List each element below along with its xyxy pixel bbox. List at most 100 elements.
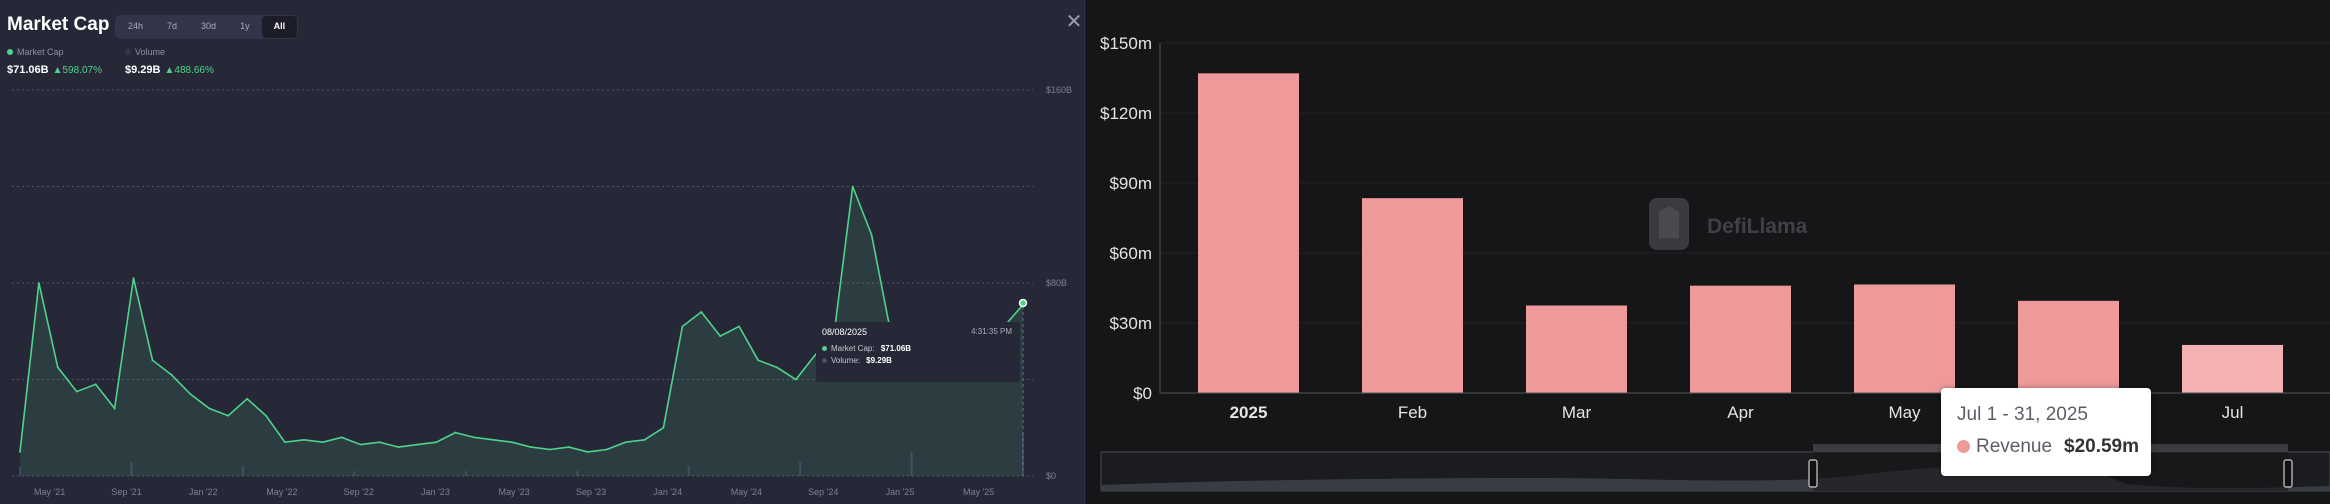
y-tick-label: $150m bbox=[1100, 34, 1152, 53]
market-cap-point bbox=[246, 397, 248, 400]
y-tick-label: $0 bbox=[1046, 471, 1056, 481]
x-tick-label: Mar bbox=[1562, 403, 1592, 422]
market-cap-point bbox=[302, 438, 305, 441]
y-tick-label: $160B bbox=[1046, 85, 1072, 95]
market-cap-dot-icon bbox=[7, 49, 13, 55]
volume-bar bbox=[799, 461, 802, 476]
legend-change: ▲598.07% bbox=[52, 65, 102, 76]
market-cap-area bbox=[20, 186, 1023, 476]
market-cap-point bbox=[170, 373, 173, 376]
market-cap-point bbox=[38, 282, 40, 284]
y-tick-label: $30m bbox=[1109, 314, 1152, 333]
market-cap-point bbox=[113, 407, 116, 410]
volume-bar bbox=[130, 461, 133, 476]
market-cap-point bbox=[700, 311, 703, 313]
volume-bar bbox=[1022, 432, 1024, 476]
range-30d-button[interactable]: 30d bbox=[201, 21, 217, 31]
legend-value: $71.06B bbox=[7, 64, 49, 76]
legend-label: Volume bbox=[135, 47, 166, 57]
range-7d-button[interactable]: 7d bbox=[167, 21, 178, 31]
revenue-tooltip: Jul 1 - 31, 2025 Revenue $20.59m bbox=[1941, 388, 2151, 476]
defillama-watermark: DefiLlama bbox=[1649, 198, 1808, 250]
volume-bar bbox=[19, 466, 21, 476]
tooltip-value: $20.59m bbox=[2064, 436, 2140, 457]
market-cap-point bbox=[643, 438, 646, 441]
llama-head-shape bbox=[1659, 206, 1679, 238]
volume-bar bbox=[687, 466, 690, 476]
revenue-bar[interactable] bbox=[1526, 305, 1627, 394]
market-cap-point bbox=[795, 378, 797, 381]
market-cap-point bbox=[56, 366, 59, 369]
revenue-bar[interactable] bbox=[2182, 344, 2283, 393]
market-cap-point bbox=[511, 441, 513, 444]
market-cap-point bbox=[776, 366, 778, 369]
market-cap-tooltip: 08/08/2025 4:31:35 PM Market Cap: $71.06… bbox=[816, 322, 1020, 382]
x-tick-label: Jan '22 bbox=[189, 487, 218, 497]
volume-dot-icon bbox=[125, 49, 131, 55]
x-tick-label: Apr bbox=[1727, 403, 1754, 422]
brush-right-handle[interactable] bbox=[2283, 459, 2293, 488]
revenue-dot-icon bbox=[1957, 440, 1970, 453]
x-tick-label: May '23 bbox=[499, 487, 530, 497]
market-cap-dot-icon bbox=[822, 346, 827, 351]
market-cap-point bbox=[757, 359, 759, 362]
tooltip-row-volume: Volume: $9.29B bbox=[822, 356, 892, 365]
x-tick-label: Jan '23 bbox=[421, 487, 450, 497]
range-all-button[interactable]: All bbox=[261, 16, 298, 38]
market-cap-point bbox=[397, 446, 400, 448]
legend-change-value: 598.07% bbox=[62, 65, 102, 76]
market-cap-point bbox=[435, 441, 438, 444]
x-tick-label: May bbox=[1888, 403, 1921, 422]
revenue-bar[interactable] bbox=[1362, 198, 1463, 393]
market-cap-point bbox=[265, 414, 267, 417]
legend-change: ▲488.66% bbox=[164, 65, 214, 76]
market-cap-point bbox=[567, 446, 570, 448]
y-tick-label: $60m bbox=[1109, 244, 1152, 263]
volume-bar bbox=[241, 466, 244, 476]
legend-market-cap[interactable]: Market Cap bbox=[7, 47, 64, 57]
range-1y-button[interactable]: 1y bbox=[240, 21, 250, 31]
market-cap-point bbox=[132, 277, 135, 280]
watermark-text: DefiLlama bbox=[1707, 215, 1808, 238]
x-tick-label: Feb bbox=[1398, 403, 1427, 422]
revenue-bar[interactable] bbox=[1198, 73, 1299, 393]
volume-bar bbox=[353, 471, 356, 476]
x-tick-label: Jan '24 bbox=[653, 487, 682, 497]
y-tick-label: $80B bbox=[1046, 278, 1067, 288]
market-cap-point bbox=[870, 233, 873, 236]
panel-title: Market Cap bbox=[7, 14, 110, 35]
revenue-bar[interactable] bbox=[1690, 285, 1791, 393]
y-tick-label: $120m bbox=[1100, 104, 1152, 123]
market-cap-point bbox=[75, 390, 78, 393]
market-cap-point bbox=[321, 441, 324, 444]
x-tick-label: May '24 bbox=[731, 487, 762, 497]
volume-bar bbox=[576, 471, 579, 476]
market-cap-point bbox=[151, 359, 154, 362]
revenue-bar[interactable] bbox=[1854, 284, 1955, 394]
market-cap-point bbox=[19, 450, 21, 453]
market-cap-point bbox=[359, 443, 362, 446]
tooltip-date: 08/08/2025 bbox=[822, 327, 868, 337]
y-tick-label: $90m bbox=[1109, 174, 1152, 193]
market-cap-point bbox=[208, 407, 211, 410]
legend-volume[interactable]: Volume bbox=[125, 47, 165, 57]
legend-value: $9.29B bbox=[125, 64, 161, 76]
market-cap-point bbox=[586, 450, 589, 453]
volume-bar bbox=[910, 451, 913, 476]
market-cap-line bbox=[19, 186, 1024, 453]
tooltip-label: Market Cap: bbox=[831, 344, 875, 353]
market-cap-chart[interactable]: May '21 Sep '21 Jan '22 May '22 Sep '22 Jan '… bbox=[0, 0, 1085, 504]
market-cap-panel: Market Cap 24h 7d 30d 1y All ✕ Market Ca… bbox=[0, 0, 1085, 504]
brush-left-handle[interactable] bbox=[1808, 459, 1818, 488]
range-24h-button[interactable]: 24h bbox=[128, 21, 144, 31]
tooltip-label: Volume: bbox=[831, 356, 860, 365]
market-cap-point bbox=[548, 448, 551, 451]
close-icon[interactable]: ✕ bbox=[1065, 11, 1083, 33]
x-tick-label: Sep '22 bbox=[344, 487, 374, 497]
revenue-bar[interactable] bbox=[2018, 300, 2119, 393]
market-cap-point bbox=[719, 335, 722, 337]
market-cap-point bbox=[94, 383, 97, 386]
x-tick-label: Jan '25 bbox=[886, 487, 915, 497]
tooltip-series: Revenue bbox=[1976, 436, 2053, 457]
market-cap-point bbox=[378, 441, 381, 444]
